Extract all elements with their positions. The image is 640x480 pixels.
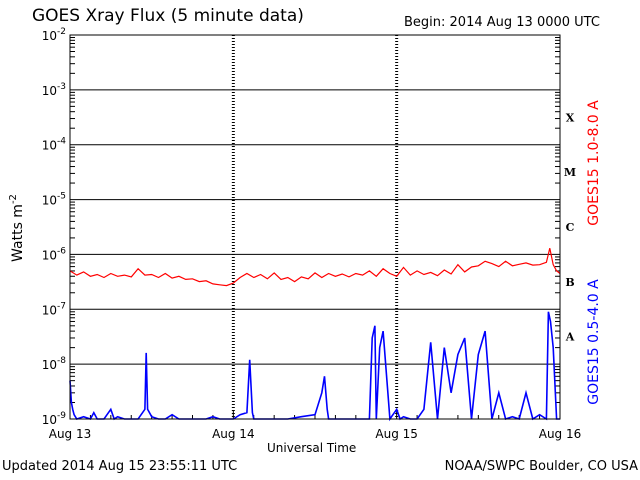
flare-class-x: X [566,111,575,124]
y-tick-labels: 10-210-310-410-510-610-710-810-9 [42,27,67,427]
series-line-short [69,311,560,422]
y-tick-base: 10 [42,248,57,262]
y-tick-label: 10-6 [42,246,67,262]
x-axis-label: Universal Time [267,441,357,455]
y-axis-label-main: Watts m [10,204,26,262]
y-tick-exp: -4 [57,137,66,147]
y-tick-label: 10-9 [42,411,67,427]
y-tick-base: 10 [42,29,57,43]
flare-class-labels: X M C B A [564,111,576,343]
flare-class-b: B [565,276,574,289]
series-line-long [69,248,561,287]
flare-class-c: C [566,221,575,234]
x-tick-label: Aug 14 [212,427,255,441]
x-tick-label: Aug 15 [375,427,418,441]
y-tick-base: 10 [42,303,57,317]
y-tick-exp: -9 [57,411,66,421]
y-tick-label: 10-8 [42,356,67,372]
grid [70,34,560,420]
y-tick-base: 10 [42,358,57,372]
plot-frame [69,34,561,420]
x-tick-label: Aug 13 [49,427,92,441]
updated-time: Updated 2014 Aug 15 23:55:11 UTC [2,459,238,474]
y-tick-base: 10 [42,139,57,153]
y-tick-exp: -7 [57,301,66,311]
y-axis-label: Watts m-2 [8,194,26,262]
y-tick-label: 10-3 [42,82,66,98]
y-tick-label: 10-5 [42,192,66,208]
y-tick-base: 10 [42,194,57,208]
y-tick-label: 10-4 [42,137,67,153]
y-tick-exp: -8 [57,356,66,366]
y-tick-exp: -5 [57,192,66,202]
begin-time: Begin: 2014 Aug 13 0000 UTC [404,15,600,30]
minor-ticks [69,37,561,419]
legend-series-short: GOES15 0.5-4.0 A [586,279,602,405]
flare-class-a: A [565,331,575,344]
chart-title: GOES Xray Flux (5 minute data) [32,6,304,26]
y-tick-label: 10-7 [42,301,66,317]
flare-class-m: M [564,166,576,179]
legend-series-long: GOES15 1.0-8.0 A [586,100,602,226]
x-tick-label: Aug 16 [539,427,582,441]
y-tick-base: 10 [42,413,57,427]
y-tick-exp: -3 [57,82,66,92]
x-tick-labels: Aug 13 Aug 14 Aug 15 Aug 16 [49,427,582,441]
y-tick-exp: -2 [57,27,66,37]
series-layer [69,248,561,422]
y-tick-label: 10-2 [42,27,66,43]
y-tick-base: 10 [42,84,57,98]
y-axis-label-sup: -2 [8,194,19,204]
credit: NOAA/SWPC Boulder, CO USA [444,459,638,474]
y-tick-exp: -6 [57,246,66,256]
